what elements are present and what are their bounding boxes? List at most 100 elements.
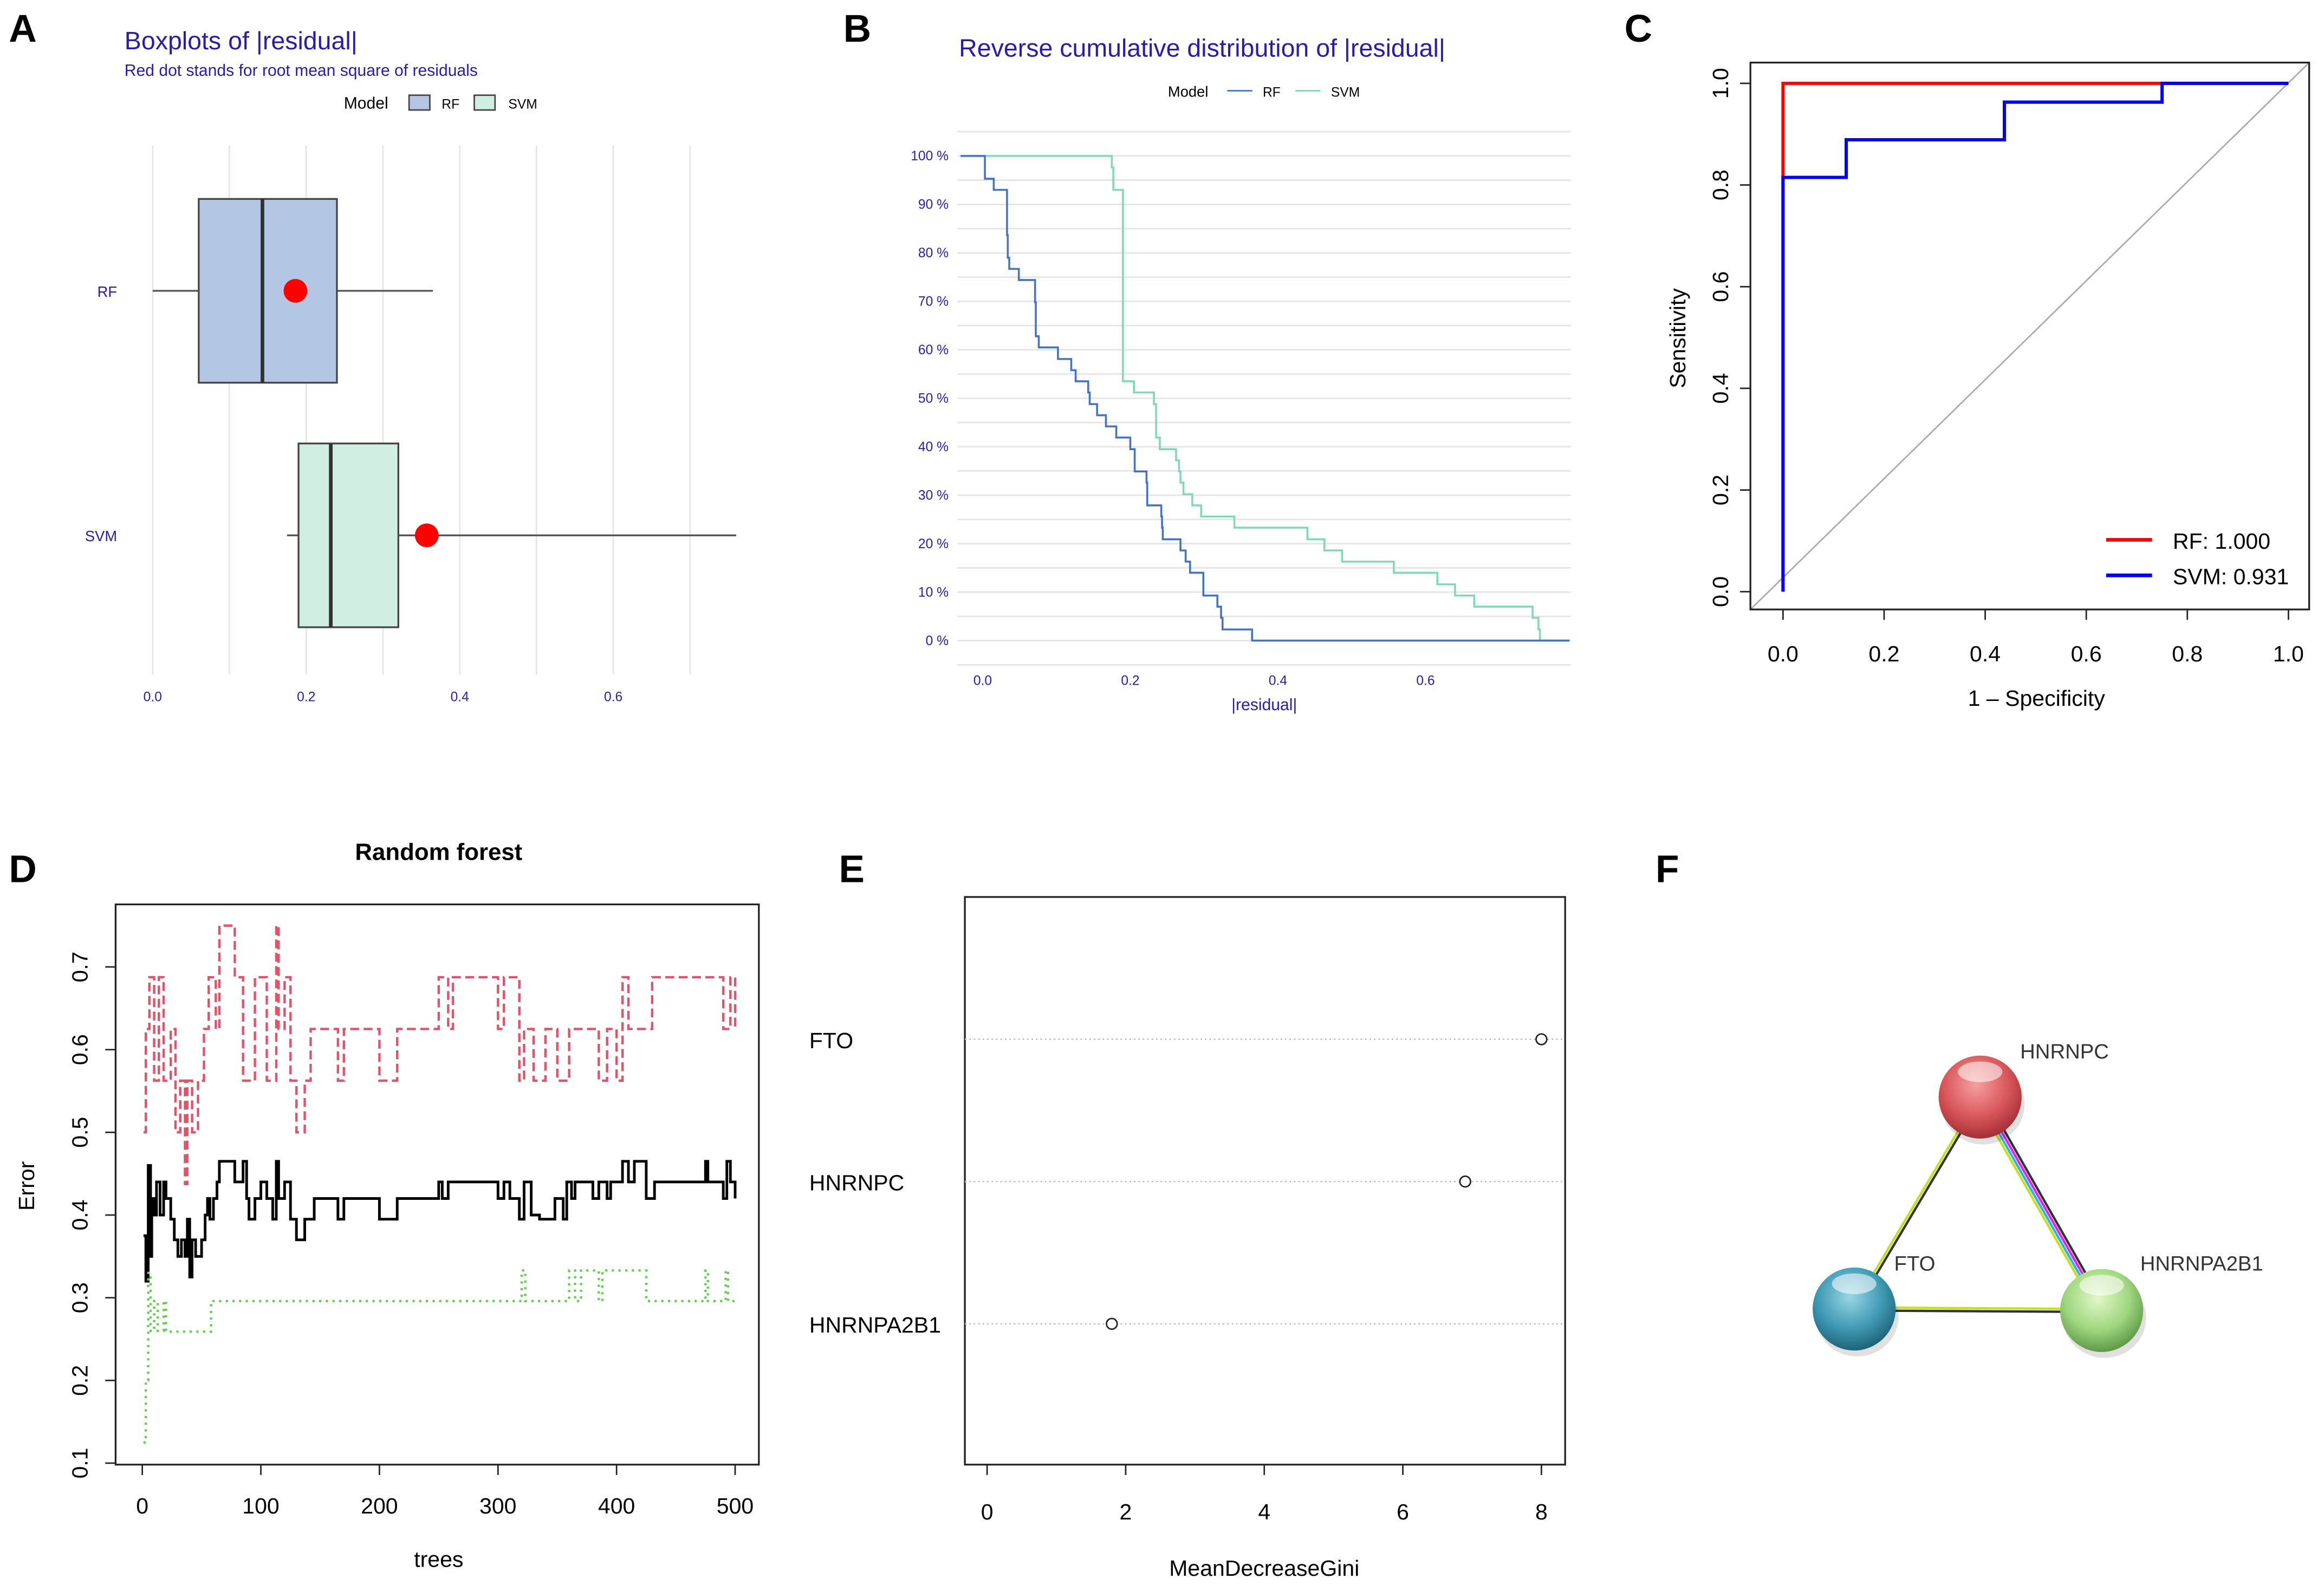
panel-e-gini: MeanDecreaseGini 0 2 4 6 8 FTO HNRNPC HNRNPA2B1 [809, 896, 1566, 1581]
network-node-hnrnpa2b1 [2060, 1269, 2144, 1352]
y-tick-label: 0.7 [67, 952, 92, 983]
x-tick-label: 200 [361, 1493, 398, 1518]
y-tick-label: 10 % [918, 585, 949, 600]
rf-title: Random forest [355, 839, 522, 865]
roc-curve-svm [1781, 81, 2289, 592]
plot-frame [114, 903, 760, 1466]
rms-dot [414, 523, 439, 548]
panel-d-rf-error: Random forest trees Error 0 100 200 300 400 5… [14, 839, 760, 1572]
x-tick-label: 0.0 [973, 674, 992, 688]
legend-key-svm [473, 94, 496, 111]
node-label: HNRNPA2B1 [2140, 1252, 2263, 1275]
gini-point [1459, 1175, 1471, 1188]
error-line-solid [143, 1160, 737, 1283]
network-node-hnrnpc [1938, 1055, 2022, 1139]
legend-label-svm: SVM [1331, 85, 1360, 100]
roc-x-label: 1 – Specificity [1968, 686, 2106, 711]
y-tick-label: 0.6 [1708, 271, 1733, 302]
rms-dot [283, 278, 308, 303]
rf-y-label: Error [14, 1161, 39, 1211]
x-tick-label: 300 [479, 1493, 516, 1518]
gini-point [1106, 1317, 1118, 1330]
x-tick-label: 4 [1258, 1499, 1270, 1524]
y-tick-label: 0.2 [1708, 475, 1733, 505]
x-tick-label: 0.2 [297, 690, 315, 705]
y-tick-label: 0.2 [67, 1365, 92, 1396]
panel-label-f: F [1656, 848, 1679, 891]
panel-label-a: A [9, 8, 36, 50]
legend-title: Model [1168, 83, 1208, 100]
x-tick-label: 0.4 [1269, 674, 1287, 688]
x-tick-label: 0.4 [1970, 641, 2001, 666]
x-tick-label: 0.2 [1868, 641, 1899, 666]
x-tick-label: 2 [1120, 1499, 1132, 1524]
x-tick-label: 0.0 [1768, 641, 1799, 666]
y-tick-label: 0.3 [67, 1282, 92, 1313]
roc-y-label: Sensitivity [1665, 288, 1690, 388]
y-tick-label: 0.5 [67, 1117, 92, 1148]
gini-x-label: MeanDecreaseGini [1169, 1556, 1359, 1581]
error-line-dashed [143, 924, 737, 1185]
y-tick-label: 100 % [911, 149, 949, 164]
legend-title: Model [344, 94, 388, 112]
y-tick-label: 0 % [926, 634, 949, 648]
rf-x-label: trees [414, 1547, 463, 1572]
panel-label-b: B [843, 8, 871, 50]
panel-label-d: D [9, 848, 36, 891]
y-tick-label: 30 % [918, 488, 949, 503]
panel-f-network: HNRNPC FTO HNRNPA2B1 [1813, 1040, 2263, 1358]
x-tick-label: 0.6 [1416, 674, 1434, 688]
legend-label-rf: RF: 1.000 [2173, 529, 2270, 554]
box-svm [297, 443, 399, 628]
category-label: RF [98, 283, 117, 300]
x-tick-label: 0 [981, 1499, 994, 1524]
x-tick-label: 1.0 [2273, 641, 2304, 666]
panel-label-c: C [1625, 8, 1652, 50]
y-tick-label: 90 % [918, 198, 949, 212]
y-tick-label: 50 % [918, 391, 949, 406]
boxplot-subtitle: Red dot stands for root mean square of r… [125, 62, 478, 80]
box-rf [198, 198, 338, 384]
y-tick-label: 20 % [918, 537, 949, 551]
series-line-rf [960, 155, 1570, 642]
y-tick-label: 0.4 [1708, 373, 1733, 404]
category-label: SVM [85, 528, 117, 544]
panel-c-roc: 1 – Specificity Sensitivity RF: 1.000 SV… [1665, 61, 2310, 711]
y-tick-label: 0.8 [1708, 170, 1733, 200]
panel-a-boxplot: Boxplots of |residual| Red dot stands fo… [85, 27, 736, 705]
x-tick-label: 0.6 [604, 690, 622, 705]
x-tick-label: 0.8 [2172, 641, 2203, 666]
legend-label-svm: SVM [508, 97, 537, 112]
x-tick-label: 0 [136, 1493, 148, 1518]
y-tick-label: 60 % [918, 343, 949, 358]
node-highlight [1832, 1273, 1877, 1295]
x-tick-label: 0.0 [144, 690, 162, 705]
x-tick-label: 8 [1535, 1499, 1548, 1524]
node-label: FTO [1894, 1252, 1936, 1275]
gene-label: HNRNPC [809, 1171, 904, 1196]
rcdf-x-label: |residual| [1231, 696, 1297, 714]
y-tick-label: 40 % [918, 440, 949, 454]
node-highlight [2079, 1275, 2124, 1296]
legend-label-rf: RF [442, 97, 459, 112]
y-tick-label: 1.0 [1708, 68, 1733, 99]
error-line-dotted [143, 1269, 736, 1444]
rcdf-title: Reverse cumulative distribution of |resi… [959, 34, 1445, 62]
x-tick-label: 500 [717, 1493, 754, 1518]
y-tick-label: 0.4 [67, 1200, 92, 1231]
series-line-svm [960, 155, 1570, 642]
legend-label-rf: RF [1263, 85, 1281, 100]
gini-point [1535, 1033, 1548, 1045]
y-tick-label: 0.1 [67, 1448, 92, 1479]
roc-curve-rf [1781, 81, 2289, 592]
x-tick-label: 0.6 [2071, 641, 2102, 666]
x-tick-label: 100 [242, 1493, 279, 1518]
panel-label-e: E [839, 848, 865, 891]
y-tick-label: 80 % [918, 246, 949, 261]
gene-label: FTO [809, 1028, 853, 1053]
gene-label: HNRNPA2B1 [809, 1313, 941, 1337]
legend-key-rf [408, 94, 431, 111]
node-label: HNRNPC [2020, 1040, 2109, 1063]
x-tick-label: 6 [1397, 1499, 1409, 1524]
